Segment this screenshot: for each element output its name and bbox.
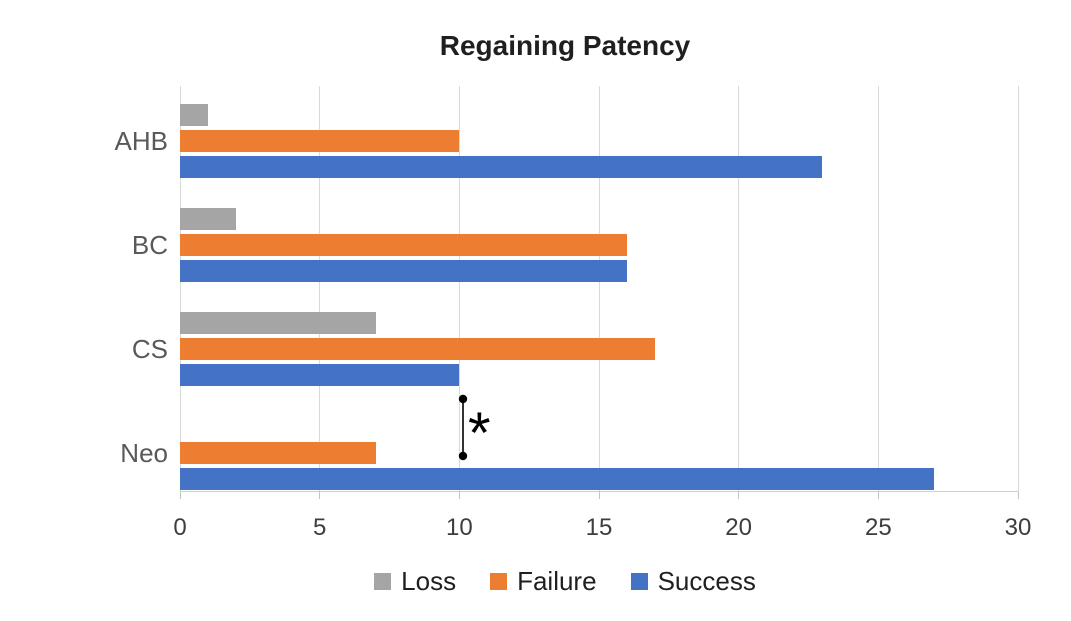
chart-title: Regaining Patency	[439, 30, 691, 61]
legend-item-loss: Loss	[374, 566, 456, 597]
legend-item-failure: Failure	[490, 566, 597, 597]
legend-swatch-success	[630, 573, 648, 590]
bar-bc-failure	[180, 234, 627, 256]
tick-label-x-5: 5	[312, 514, 327, 541]
gridline-x-25	[877, 86, 879, 492]
legend-swatch-failure	[490, 573, 508, 590]
plot-area: 0 5 10 15 20 25 30 *	[173, 86, 1031, 541]
tick-mark-x-0	[179, 492, 181, 499]
legend: Loss Failure Success	[100, 566, 1030, 597]
gridline-x-20	[738, 86, 740, 492]
category-label-bc: BC	[131, 230, 168, 260]
tick-mark-x-20	[738, 492, 740, 499]
legend-swatch-loss	[374, 573, 392, 590]
bar-cs-success	[180, 364, 460, 386]
category-label-ahb: AHB	[114, 126, 168, 156]
legend-item-success: Success	[630, 566, 756, 597]
legend-label-failure: Failure	[517, 566, 597, 596]
category-label-neo: Neo	[120, 438, 168, 468]
tick-label-x-25: 25	[864, 514, 892, 541]
bar-cs-loss	[180, 312, 376, 334]
tick-label-x-0: 0	[173, 514, 187, 541]
legend-label-loss: Loss	[401, 566, 457, 596]
tick-mark-x-10	[458, 492, 460, 499]
gridline-x-0	[179, 86, 181, 492]
bar-neo-success	[180, 468, 935, 490]
tick-mark-x-25	[877, 492, 879, 499]
category-label-cs: CS	[131, 334, 168, 364]
tick-mark-x-30	[1017, 492, 1019, 499]
gridline-x-15	[598, 86, 600, 492]
bar-bc-loss	[180, 208, 236, 230]
x-axis-line	[180, 491, 1018, 492]
gridline-x-5	[319, 86, 321, 492]
tick-mark-x-5	[319, 492, 321, 499]
tick-mark-x-15	[598, 492, 600, 499]
tick-label-x-15: 15	[585, 514, 613, 541]
bar-ahb-failure	[180, 130, 460, 152]
tick-label-x-30: 30	[1004, 514, 1032, 541]
bar-cs-failure	[180, 338, 655, 360]
significance-asterisk: *	[468, 401, 491, 466]
bar-ahb-loss	[180, 104, 208, 126]
legend-label-success: Success	[657, 566, 756, 596]
bar-ahb-success	[180, 156, 823, 178]
tick-label-x-20: 20	[725, 514, 753, 541]
gridline-x-30	[1017, 86, 1019, 492]
bar-bc-success	[180, 260, 627, 282]
tick-label-x-10: 10	[445, 514, 473, 541]
significance-bracket-line	[458, 394, 468, 461]
bar-neo-failure	[180, 442, 376, 464]
gridline-x-10	[458, 86, 460, 492]
